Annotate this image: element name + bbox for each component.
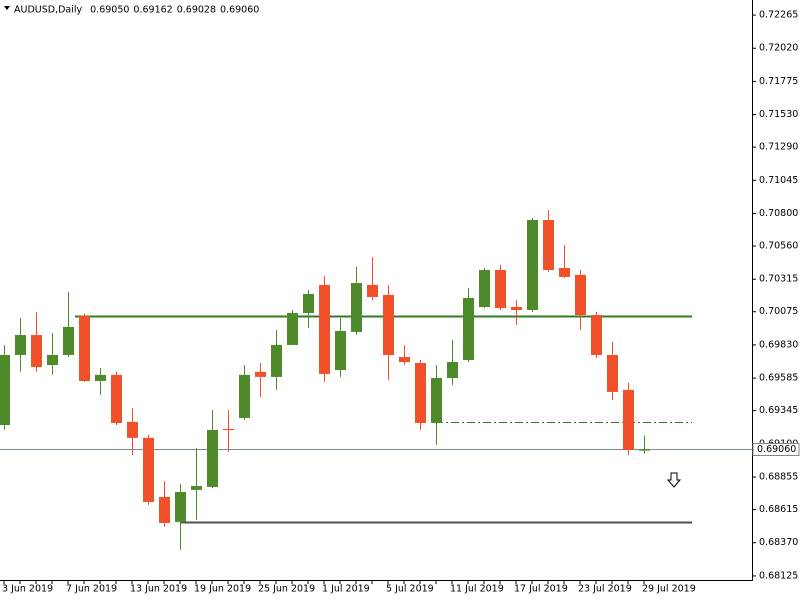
- candle-body: [463, 297, 474, 360]
- candle-body: [271, 344, 282, 377]
- candle-body: [415, 362, 426, 423]
- current-price-label: 0.69060: [757, 444, 796, 455]
- candle-body: [79, 315, 90, 381]
- candle-body: [623, 389, 634, 450]
- candle-body: [63, 326, 74, 355]
- candle-body: [367, 284, 378, 297]
- candle-body: [159, 496, 170, 523]
- candle-body: [303, 293, 314, 313]
- y-tick-label: 0.69585: [759, 373, 798, 384]
- y-tick-label: 0.71290: [759, 142, 798, 153]
- x-tick-label: 25 Jun 2019: [258, 584, 315, 595]
- y-tick-label: 0.69830: [759, 339, 798, 350]
- y-tick-label: 0.70315: [759, 274, 798, 285]
- x-tick-label: 11 Jul 2019: [450, 584, 504, 595]
- y-tick-label: 0.70800: [759, 208, 798, 219]
- candle-body: [0, 354, 10, 426]
- menu-triangle[interactable]: [4, 6, 10, 10]
- y-tick-label: 0.69345: [759, 405, 798, 416]
- current-price-box: [752, 443, 800, 456]
- y-tick-label: 0.71045: [759, 175, 798, 186]
- candle-body: [495, 270, 506, 308]
- candle-body: [191, 485, 202, 490]
- candle-body: [239, 374, 250, 418]
- candle-body: [527, 220, 538, 310]
- y-tick-label: 0.71530: [759, 109, 798, 120]
- candle-body: [575, 274, 586, 315]
- sell-arrow-icon: [666, 472, 682, 488]
- candle-body: [543, 220, 554, 271]
- candle-body: [607, 354, 618, 392]
- candle-body: [447, 362, 458, 378]
- candle-body: [335, 330, 346, 371]
- candle-body: [175, 491, 186, 522]
- candle-body: [287, 312, 298, 345]
- x-tick-label: 29 Jul 2019: [642, 584, 696, 595]
- x-tick-label: 19 Jun 2019: [194, 584, 251, 595]
- candle-body: [15, 335, 26, 355]
- symbol-title: AUDUSD,Daily: [14, 5, 83, 16]
- y-tick-label: 0.68125: [759, 570, 798, 581]
- x-tick-label: 17 Jul 2019: [514, 584, 568, 595]
- ohlc-value: 0.69162: [133, 5, 172, 16]
- candle-body: [255, 371, 266, 377]
- candle-body: [223, 428, 234, 431]
- candle-body: [479, 270, 490, 308]
- candle-body: [319, 284, 330, 374]
- x-tick-label: 3 Jun 2019: [2, 584, 53, 595]
- candle-body: [31, 335, 42, 368]
- candle-body: [95, 374, 106, 381]
- x-tick-label: 7 Jun 2019: [66, 584, 117, 595]
- x-tick-label: 1 Jul 2019: [322, 584, 370, 595]
- candle-body: [591, 314, 602, 355]
- candle-body: [639, 449, 650, 451]
- candle-body: [431, 377, 442, 423]
- y-tick-label: 0.68615: [759, 504, 798, 515]
- y-tick-label: 0.72265: [759, 10, 798, 21]
- x-tick-label: 5 Jul 2019: [386, 584, 434, 595]
- candle-body: [351, 283, 362, 332]
- candle-body: [559, 267, 570, 277]
- ohlc-value: 0.69060: [220, 5, 259, 16]
- ohlc-value: 0.69050: [90, 5, 129, 16]
- candle-body: [399, 356, 410, 363]
- candle-body: [383, 294, 394, 355]
- x-tick-label: 23 Jul 2019: [578, 584, 632, 595]
- y-tick-label: 0.70075: [759, 306, 798, 317]
- candle-body: [207, 430, 218, 487]
- y-tick-label: 0.70560: [759, 241, 798, 252]
- y-tick-label: 0.71775: [759, 76, 798, 87]
- ohlc-value: 0.69028: [177, 5, 216, 16]
- y-tick-label: 0.72020: [759, 43, 798, 54]
- y-tick-label: 0.68370: [759, 537, 798, 548]
- candle-body: [143, 437, 154, 502]
- x-tick-label: 13 Jun 2019: [130, 584, 187, 595]
- candle-body: [47, 354, 58, 365]
- candle-body: [127, 421, 138, 438]
- candle-body: [511, 307, 522, 310]
- candle-body: [111, 374, 122, 423]
- y-tick-label: 0.68855: [759, 472, 798, 483]
